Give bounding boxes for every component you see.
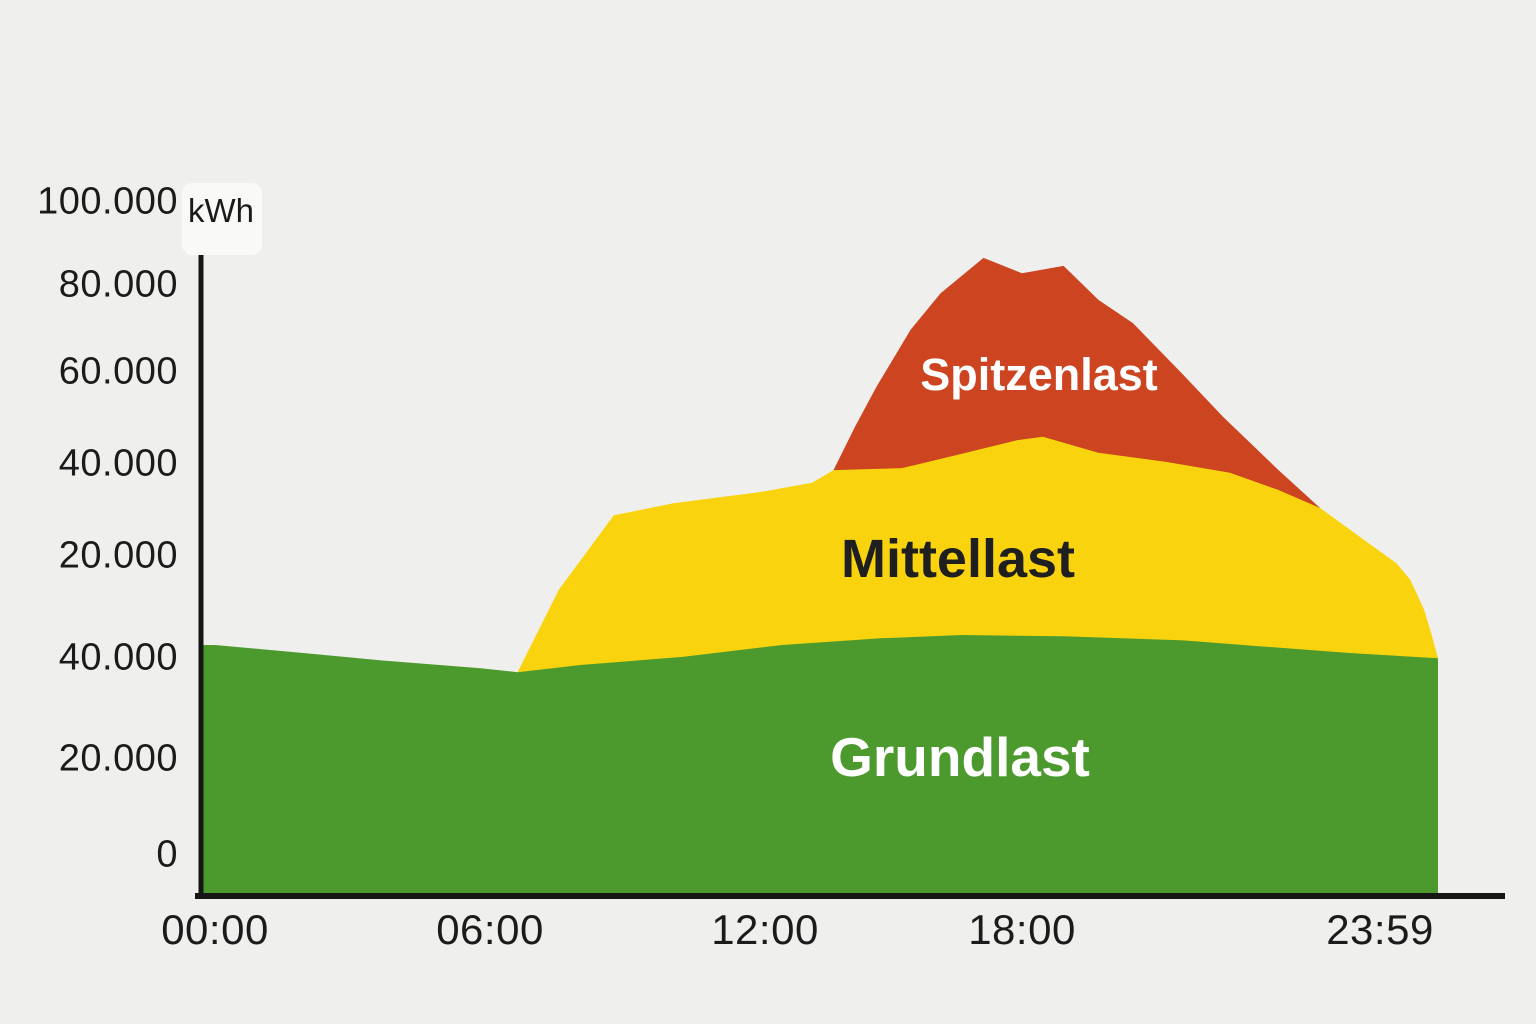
x-tick-label: 12:00 bbox=[711, 906, 819, 953]
spitzenlast-area-label: Spitzenlast bbox=[920, 349, 1158, 400]
y-tick-label: 100.000 bbox=[37, 180, 178, 223]
y-tick-label: 60.000 bbox=[58, 350, 178, 393]
y-axis-unit-label: kWh bbox=[188, 192, 254, 229]
grundlast-area bbox=[200, 635, 1438, 895]
y-tick-label: 0 bbox=[156, 833, 178, 876]
x-tick-label: 06:00 bbox=[436, 906, 544, 953]
chart-areas bbox=[200, 257, 1438, 895]
x-tick-label: 18:00 bbox=[968, 906, 1076, 953]
x-tick-label: 00:00 bbox=[161, 906, 269, 953]
y-tick-label: 80.000 bbox=[58, 263, 178, 306]
y-tick-label: 20.000 bbox=[58, 534, 178, 577]
x-tick-label: 23:59 bbox=[1326, 906, 1434, 953]
mittellast-area-label: Mittellast bbox=[840, 529, 1076, 589]
y-tick-label: 40.000 bbox=[58, 636, 178, 679]
y-tick-label: 40.000 bbox=[58, 442, 178, 485]
kwh-backdrop bbox=[182, 183, 262, 255]
grundlast-area-label: Grundlast bbox=[830, 726, 1090, 788]
y-tick-label: 20.000 bbox=[58, 737, 178, 780]
y-axis-labels: 100.000 80.000 60.000 40.000 20.000 40.000 20.… bbox=[0, 0, 178, 1024]
